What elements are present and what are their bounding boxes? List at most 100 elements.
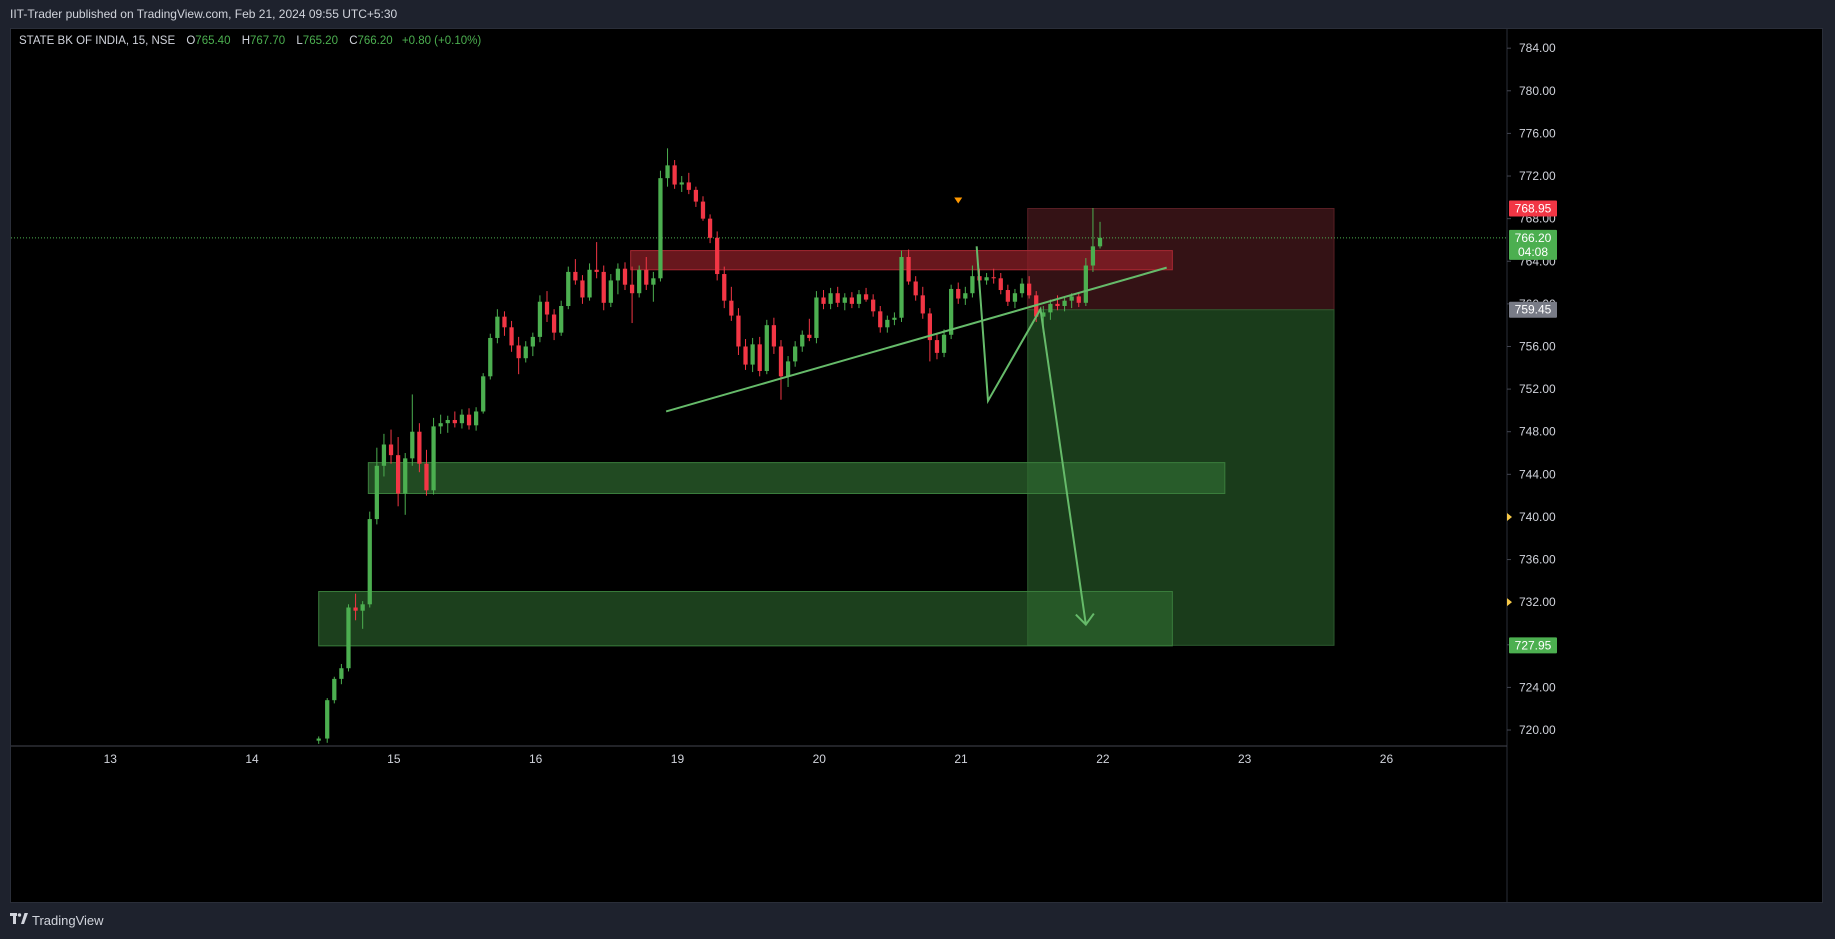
candle-body-4 xyxy=(346,607,351,669)
zone-demand-lower xyxy=(318,591,1173,647)
candle-body-41 xyxy=(608,280,613,303)
candle-body-107 xyxy=(1076,296,1081,303)
publisher-line: IIT-Trader published on TradingView.com,… xyxy=(10,7,398,21)
time-label-6: 21 xyxy=(954,752,968,766)
plot-area xyxy=(11,148,1507,744)
candle-body-80 xyxy=(885,319,890,328)
candle-body-34 xyxy=(559,305,564,333)
price-chart[interactable]: 784.00780.00776.00772.00768.00764.00760.… xyxy=(11,29,1824,904)
candle-body-71 xyxy=(821,297,826,304)
brand-name: TradingView xyxy=(32,913,104,928)
price-tick-label-10: 744.00 xyxy=(1519,467,1556,481)
candle-body-21 xyxy=(466,414,472,426)
symbol-label: STATE BK OF INDIA, 15, NSE xyxy=(19,35,176,47)
candle-body-66 xyxy=(785,361,791,377)
candle-body-100 xyxy=(1027,283,1032,296)
candle-body-82 xyxy=(899,256,904,318)
candle-body-108 xyxy=(1083,265,1088,303)
candle-body-81 xyxy=(892,317,897,320)
price-tick-label-2: 776.00 xyxy=(1519,126,1556,140)
price-tag-0: 768.95 xyxy=(1509,200,1557,217)
candle-body-3 xyxy=(339,668,344,679)
candle-body-54 xyxy=(700,201,706,219)
price-tick-label-12: 736.00 xyxy=(1519,553,1556,567)
candle-body-40 xyxy=(601,271,606,303)
candle-body-24 xyxy=(488,337,493,377)
candle-body-75 xyxy=(849,297,855,304)
candle-body-6 xyxy=(360,604,365,611)
candle-body-7 xyxy=(367,519,372,605)
price-tick-label-11: 740.00 xyxy=(1519,510,1556,524)
price-tag-label-3: 727.95 xyxy=(1515,638,1552,652)
candle-body-25 xyxy=(495,316,500,338)
candle-body-17 xyxy=(438,423,443,427)
candle-body-55 xyxy=(707,218,713,238)
candle-body-1 xyxy=(325,700,330,739)
candle-body-10 xyxy=(388,444,394,456)
signal-marker xyxy=(954,197,963,204)
candle-body-103 xyxy=(1048,303,1053,313)
candle-body-57 xyxy=(722,274,727,301)
price-tag-bg-3 xyxy=(1509,637,1557,654)
candle-body-22 xyxy=(473,411,479,426)
candle-body-49 xyxy=(665,165,670,179)
candle-body-61 xyxy=(750,344,755,365)
candle-body-77 xyxy=(863,294,869,300)
time-label-2: 15 xyxy=(387,752,401,766)
candle-body-16 xyxy=(431,426,436,491)
candle-body-8 xyxy=(374,465,379,520)
candle-body-58 xyxy=(729,300,734,316)
candle-body-62 xyxy=(757,344,762,371)
candle-body-104 xyxy=(1055,303,1060,306)
projection-arrowhead xyxy=(1075,612,1095,627)
candle-body-38 xyxy=(587,269,592,298)
candle-body-85 xyxy=(920,295,925,314)
ohlc-legend: STATE BK OF INDIA, 15, NSE O765.40 H767.… xyxy=(19,35,481,47)
high-value: 767.70 xyxy=(250,35,286,47)
chart-panel[interactable]: 784.00780.00776.00772.00768.00764.00760.… xyxy=(10,28,1824,904)
candle-body-94 xyxy=(984,277,989,281)
low-value: 765.20 xyxy=(302,35,338,47)
candle-body-28 xyxy=(516,345,521,359)
candle-body-18 xyxy=(445,419,450,424)
candle-body-98 xyxy=(1012,293,1018,302)
price-tick-label-15: 724.00 xyxy=(1519,680,1556,694)
candle-body-47 xyxy=(651,278,656,285)
time-label-7: 22 xyxy=(1096,752,1110,766)
price-tag-label-0: 768.95 xyxy=(1515,202,1552,216)
candle-body-2 xyxy=(332,678,337,701)
candle-body-53 xyxy=(693,189,699,202)
candle-body-106 xyxy=(1069,296,1074,301)
candle-body-29 xyxy=(523,346,528,359)
time-label-0: 13 xyxy=(104,752,118,766)
price-tick-label-1: 780.00 xyxy=(1519,84,1556,98)
price-tick-label-0: 784.00 xyxy=(1519,41,1556,55)
candle-body-105 xyxy=(1062,300,1067,306)
open-key: O xyxy=(186,35,196,47)
time-label-9: 26 xyxy=(1380,752,1394,766)
candle-body-88 xyxy=(941,334,947,353)
candle-body-51 xyxy=(679,182,684,185)
close-key: C xyxy=(349,35,358,47)
candle-body-79 xyxy=(878,311,883,328)
candle-body-37 xyxy=(580,280,585,298)
candle-body-36 xyxy=(573,271,578,281)
price-tick-label-8: 752.00 xyxy=(1519,382,1556,396)
candle-body-78 xyxy=(871,299,876,312)
candle-body-63 xyxy=(764,325,769,371)
candle-body-13 xyxy=(410,431,415,459)
price-tag-sub-1: 04:08 xyxy=(1518,245,1548,259)
price-tick-label-13: 732.00 xyxy=(1519,595,1556,609)
close-value: 766.20 xyxy=(357,35,393,47)
price-tag-label-2: 759.45 xyxy=(1515,303,1552,317)
candle-body-43 xyxy=(622,268,628,285)
time-label-1: 14 xyxy=(245,752,259,766)
candle-body-30 xyxy=(530,336,535,347)
candle-body-59 xyxy=(736,315,741,347)
candle-body-96 xyxy=(998,278,1003,291)
tradingview-brand[interactable]: TradingView xyxy=(10,913,104,928)
zone-demand-upper xyxy=(367,462,1226,495)
price-tick-label-16: 720.00 xyxy=(1519,723,1556,737)
axis-alert-marker-1 xyxy=(1507,598,1512,607)
